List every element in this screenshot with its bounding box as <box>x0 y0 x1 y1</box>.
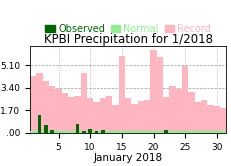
Bar <box>182 131 188 133</box>
Bar <box>157 57 163 133</box>
Bar <box>144 100 150 133</box>
Bar <box>119 56 125 133</box>
Bar <box>131 104 138 133</box>
Bar <box>106 131 112 133</box>
Bar <box>62 93 68 133</box>
Bar <box>38 115 41 133</box>
Bar <box>49 86 55 133</box>
Bar <box>214 131 220 133</box>
Bar <box>68 97 74 133</box>
Bar <box>43 131 49 133</box>
Bar <box>157 131 163 133</box>
Bar <box>87 131 93 133</box>
Bar <box>87 98 93 133</box>
Bar <box>144 131 150 133</box>
Bar <box>220 108 226 133</box>
Bar <box>195 102 201 133</box>
Bar <box>112 131 119 133</box>
Bar <box>131 131 138 133</box>
Bar <box>81 131 87 133</box>
Bar <box>95 131 98 133</box>
Bar <box>138 101 144 133</box>
Bar <box>74 96 81 133</box>
Bar <box>30 131 36 133</box>
Bar <box>207 131 214 133</box>
Bar <box>106 96 112 133</box>
Bar <box>169 86 176 133</box>
Bar <box>101 130 105 133</box>
Bar <box>44 125 48 133</box>
Bar <box>119 131 125 133</box>
Bar <box>112 105 119 133</box>
Bar <box>164 130 168 133</box>
Bar <box>214 106 220 133</box>
Bar <box>201 100 207 133</box>
Bar <box>82 131 86 133</box>
Bar <box>163 131 169 133</box>
Bar <box>36 73 43 133</box>
Bar <box>150 50 157 133</box>
Bar <box>100 98 106 133</box>
Bar <box>93 131 100 133</box>
Bar <box>55 89 62 133</box>
Bar <box>76 124 79 133</box>
Bar <box>207 105 214 133</box>
Bar <box>125 98 131 133</box>
Legend: Observed, Normal, Record: Observed, Normal, Record <box>46 24 211 34</box>
Bar <box>50 130 54 133</box>
Bar <box>125 131 131 133</box>
Bar <box>169 131 176 133</box>
Bar <box>36 131 43 133</box>
Bar <box>220 131 226 133</box>
Bar <box>176 89 182 133</box>
Bar <box>49 131 55 133</box>
Bar <box>55 131 62 133</box>
Bar <box>195 131 201 133</box>
Bar <box>74 131 81 133</box>
Bar <box>176 131 182 133</box>
Bar <box>68 131 74 133</box>
Bar <box>62 131 68 133</box>
X-axis label: January 2018: January 2018 <box>94 153 163 163</box>
Bar <box>201 131 207 133</box>
Bar <box>188 92 195 133</box>
Bar <box>188 131 195 133</box>
Bar <box>163 97 169 133</box>
Bar <box>81 73 87 133</box>
Bar <box>100 131 106 133</box>
Bar <box>182 66 188 133</box>
Title: KPBI Precipitation for 1/2018: KPBI Precipitation for 1/2018 <box>44 34 213 46</box>
Bar <box>43 81 49 133</box>
Bar <box>88 129 92 133</box>
Bar <box>93 102 100 133</box>
Bar <box>30 76 36 133</box>
Bar <box>215 132 219 133</box>
Bar <box>150 131 157 133</box>
Bar <box>138 131 144 133</box>
